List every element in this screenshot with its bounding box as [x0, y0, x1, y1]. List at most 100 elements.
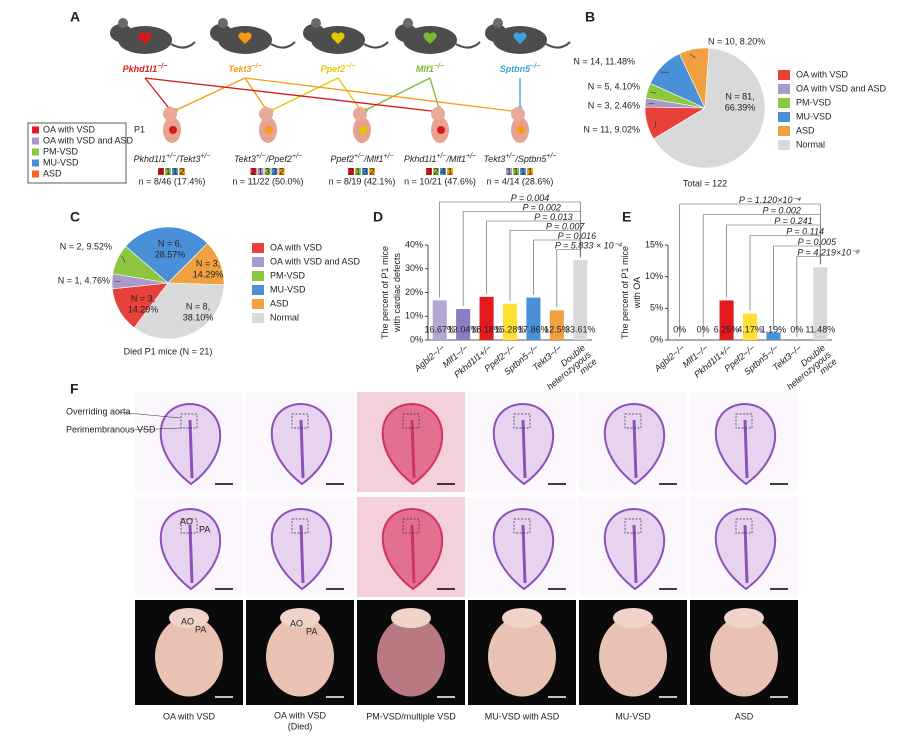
zoom-box — [735, 518, 753, 534]
genotype: −/− — [345, 63, 355, 70]
gene-name: Mlf1 — [416, 64, 434, 74]
value-label: 33.61% — [565, 324, 596, 334]
whole-heart — [710, 616, 778, 697]
y-tick-label: 10% — [645, 271, 663, 281]
gene-name: Pkhd1l1 — [123, 64, 158, 74]
pup-head — [353, 107, 367, 121]
legend-label: OA with VSD and ASD — [796, 83, 887, 93]
count-value: 1 — [165, 166, 170, 176]
genotype: −/− — [157, 63, 167, 70]
p-value: P = 0.241 — [774, 216, 812, 226]
legend-swatch — [32, 137, 39, 145]
zoom-box — [624, 518, 642, 534]
leader-line — [649, 91, 657, 94]
pup-heart — [437, 126, 445, 134]
mouse-head — [210, 24, 232, 42]
legend-swatch — [778, 126, 790, 136]
zoom-box — [402, 413, 420, 429]
stage-label: P1 — [134, 124, 145, 134]
y-tick-label: 20% — [405, 287, 423, 297]
slice-label: N = 3, 2.46% — [588, 100, 640, 110]
zoom-box — [513, 413, 531, 429]
zoom-box — [291, 413, 309, 429]
count-box — [264, 168, 271, 175]
legend-label: MU-VSD — [43, 157, 79, 167]
count-box — [271, 168, 278, 175]
mouse-head — [485, 24, 507, 42]
great-vessels — [724, 608, 764, 628]
legend-swatch — [778, 98, 790, 108]
legend-label: PM-VSD — [43, 146, 79, 156]
cross-arrow — [171, 77, 246, 113]
column-caption: OA with VSD (Died) — [274, 711, 327, 732]
great-vessels — [613, 608, 653, 628]
count-value: 3 — [426, 166, 431, 176]
pie-annotation: Died P1 mice (N = 21) — [124, 346, 213, 356]
genotype-sup: +/− — [384, 153, 394, 160]
significance-bracket — [556, 249, 581, 308]
slice-label: N = 5, 4.10% — [588, 81, 640, 91]
mouse-ear — [493, 18, 503, 28]
count-value: 1 — [520, 166, 525, 176]
genotype-sup: +/− — [354, 153, 364, 160]
whole-heart — [155, 616, 223, 697]
zoom-box — [624, 413, 642, 429]
legend-swatch — [252, 313, 264, 323]
p-value: P = 0.002 — [522, 202, 560, 212]
bar — [766, 332, 781, 340]
y-axis-label: The percent of P1 mice with OA — [620, 246, 642, 339]
mouse-ear — [311, 18, 321, 28]
mouse-tail — [545, 41, 571, 49]
value-label: 15.28% — [495, 324, 526, 334]
legend-swatch — [32, 170, 39, 178]
count-box — [257, 168, 264, 175]
legend-label: OA with VSD — [270, 242, 323, 252]
count-box — [179, 168, 185, 175]
count-value: 2 — [279, 166, 284, 176]
offspring-label: Tekt3+/−/Ppef2+/− — [234, 153, 302, 164]
mouse-ear — [218, 18, 228, 28]
offspring-label: Pkhd1l1+/−/Mlf1+/− — [404, 153, 476, 164]
annotation-line — [131, 427, 183, 431]
count-box — [513, 168, 519, 175]
mouse-tail — [455, 41, 481, 49]
gene-label: Tekt3−/− — [228, 63, 261, 74]
septum — [410, 419, 416, 479]
value-label: 6.25% — [714, 324, 740, 334]
pup-heart — [169, 126, 177, 134]
leader-line — [121, 255, 126, 263]
annotation: Overriding aorta — [66, 406, 131, 416]
legend-label: OA with VSD and ASD — [270, 256, 361, 266]
genotype-name: Pkhd1l1 — [134, 154, 167, 164]
pup-head — [259, 107, 273, 121]
gene-label: Mlf1−/− — [416, 63, 444, 74]
mouse-tail — [270, 41, 296, 49]
legend-label: ASD — [270, 298, 289, 308]
whole-heart — [377, 616, 445, 697]
pup-heart — [517, 126, 525, 134]
leader-line — [689, 53, 696, 59]
count-value: 3 — [362, 166, 367, 176]
cross-arrow — [361, 77, 431, 113]
column-caption: ASD — [735, 711, 754, 721]
count-value: 1 — [513, 166, 518, 176]
pie-slice — [133, 282, 225, 340]
pie-slice — [653, 47, 766, 169]
leader-line — [654, 121, 657, 129]
genotype-sup: +/− — [505, 153, 515, 160]
p-value: P = 0.005 — [798, 237, 837, 247]
legend-label: ASD — [796, 125, 815, 135]
count-box — [278, 168, 285, 175]
offspring-label: Ppef2+/−/Mlf1+/− — [330, 153, 393, 164]
count-box — [165, 168, 171, 175]
gene-label: Ppef2−/− — [321, 63, 356, 74]
p-value: P = 0.114 — [786, 226, 824, 236]
mouse-heart — [513, 32, 527, 44]
legend-swatch — [252, 271, 264, 281]
count-value: 1 — [258, 166, 263, 176]
legend-label: MU-VSD — [796, 111, 832, 121]
genotype: −/− — [434, 63, 444, 70]
p-value: P = 1.120×10⁻⁴ — [739, 195, 801, 205]
septum — [521, 419, 527, 479]
bar — [573, 260, 588, 340]
